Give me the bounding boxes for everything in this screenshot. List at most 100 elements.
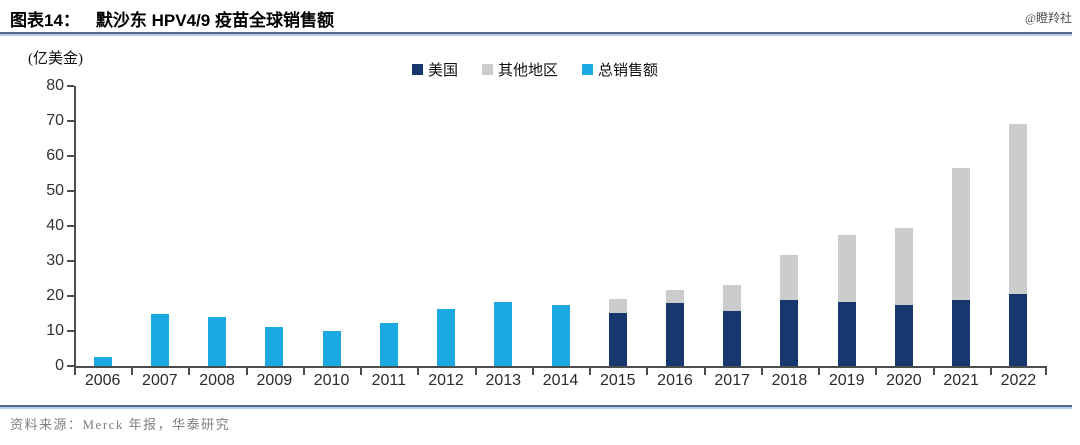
bar-total-sales — [265, 326, 284, 366]
y-tick-label: 10 — [46, 322, 64, 339]
x-axis-tick — [646, 368, 648, 375]
x-axis-tick — [589, 368, 591, 375]
y-tick-label: 70 — [46, 112, 64, 129]
x-year-label: 2022 — [1000, 372, 1037, 389]
chart-plot-area: 0 10 20 30 40 50 60 70 80 2006 2007 2008 2009 2010 201… — [46, 77, 1047, 389]
y-axis-line — [74, 86, 76, 368]
y-axis-tick — [67, 330, 74, 332]
y-axis-unit-label: (亿美金) — [28, 51, 83, 67]
bar-us — [952, 299, 971, 366]
y-axis-tick — [67, 365, 74, 367]
bar-total-sales — [494, 301, 513, 366]
y-axis-tick — [67, 190, 74, 192]
x-year-label: 2012 — [428, 372, 464, 389]
bar-us — [780, 300, 799, 366]
x-year-label: 2014 — [542, 372, 579, 389]
figure-title: 默沙东 HPV4/9 疫苗全球销售额 — [95, 11, 334, 30]
x-year-label: 2013 — [485, 372, 522, 389]
x-year-label: 2020 — [886, 372, 922, 389]
bar-other-regions — [894, 227, 913, 305]
y-axis-tick — [67, 155, 74, 157]
bar-total-sales — [322, 331, 341, 366]
bar-other-regions — [1009, 124, 1028, 294]
x-year-label: 2010 — [313, 372, 350, 389]
x-year-label: 2018 — [771, 372, 808, 389]
x-axis-tick — [475, 368, 477, 375]
x-year-label: 2007 — [142, 372, 178, 389]
bar-us — [894, 304, 913, 366]
y-axis-tick — [67, 295, 74, 297]
y-axis-tick — [67, 225, 74, 227]
bar-other-regions — [780, 255, 799, 301]
x-year-label: 2019 — [828, 372, 865, 389]
source-note: 资料来源：Merck 年报，华泰研究 — [10, 417, 231, 432]
bar-total-sales — [208, 317, 227, 366]
watermark-text: @瞪羚社 — [1024, 11, 1072, 25]
x-axis-tick — [933, 368, 935, 375]
x-axis-tick — [131, 368, 133, 375]
x-axis-tick — [246, 368, 248, 375]
bar-us — [665, 303, 684, 366]
x-axis-tick — [417, 368, 419, 375]
x-axis-line — [74, 366, 1047, 368]
chart-legend: 美国 其他地区 总销售额 — [412, 59, 658, 80]
x-axis-tick — [303, 368, 305, 375]
bar-total-sales — [93, 357, 112, 366]
y-axis-tick — [67, 85, 74, 87]
footer-divider-line — [0, 405, 1072, 409]
x-year-label: 2008 — [199, 372, 235, 389]
bar-us — [723, 310, 742, 366]
legend-swatch — [482, 64, 494, 75]
y-tick-label: 40 — [46, 217, 64, 234]
page-title: 图表14： 默沙东 HPV4/9 疫苗全球销售额 — [10, 6, 1010, 31]
bar-total-sales — [150, 313, 169, 366]
legend-label: 其他地区 — [498, 63, 559, 79]
x-year-label: 2011 — [371, 372, 406, 389]
x-axis-tick — [188, 368, 190, 375]
x-axis-tick — [74, 368, 76, 375]
bar-other-regions — [837, 235, 856, 302]
bar-total-sales — [379, 323, 398, 366]
y-axis-tick — [67, 260, 74, 262]
x-axis-tick — [532, 368, 534, 375]
legend-item-us: 美国 — [412, 59, 458, 80]
y-axis-tick — [67, 120, 74, 122]
x-axis-tick — [704, 368, 706, 375]
bar-us — [1009, 293, 1028, 366]
legend-label: 总销售额 — [598, 63, 659, 79]
bar-other-regions — [608, 299, 627, 314]
x-axis-tick — [360, 368, 362, 375]
x-axis-tick — [990, 368, 992, 375]
x-year-label: 2017 — [714, 372, 750, 389]
x-year-label: 2016 — [657, 372, 693, 389]
x-axis-tick — [761, 368, 763, 375]
bar-total-sales — [551, 305, 570, 366]
y-tick-label: 0 — [55, 357, 64, 374]
figure-number-label: 图表14： — [10, 11, 80, 30]
bar-other-regions — [665, 290, 684, 304]
bar-us — [608, 313, 627, 366]
y-tick-label: 80 — [46, 77, 64, 94]
y-tick-label: 30 — [46, 252, 64, 269]
legend-item-total-sales: 总销售额 — [582, 59, 658, 80]
legend-label: 美国 — [428, 63, 459, 79]
x-year-label: 2021 — [943, 372, 979, 389]
x-axis-tick — [818, 368, 820, 375]
x-year-label: 2015 — [599, 372, 636, 389]
y-tick-label: 20 — [46, 287, 64, 304]
bar-us — [837, 301, 856, 366]
x-year-label: 2006 — [84, 372, 121, 389]
legend-item-other-regions: 其他地区 — [482, 59, 558, 80]
y-tick-label: 60 — [46, 147, 64, 164]
legend-swatch — [582, 64, 594, 75]
bar-other-regions — [952, 167, 971, 300]
x-axis-tick — [1045, 368, 1047, 375]
bar-other-regions — [723, 285, 742, 311]
legend-swatch — [412, 64, 423, 75]
y-tick-label: 50 — [46, 182, 64, 199]
x-axis-tick — [875, 368, 877, 375]
title-divider-line — [0, 32, 1072, 36]
bar-total-sales — [437, 308, 456, 366]
x-year-label: 2009 — [256, 372, 293, 389]
